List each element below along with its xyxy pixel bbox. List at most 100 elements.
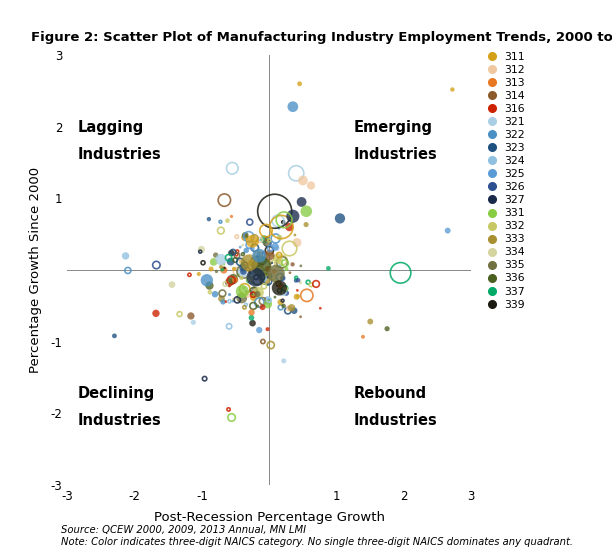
Point — [252, 255, 261, 263]
Point — [223, 216, 233, 225]
Point — [255, 298, 264, 307]
Point — [275, 273, 285, 282]
Point — [239, 267, 248, 276]
Point — [315, 304, 325, 312]
Point — [254, 265, 264, 274]
Point — [257, 273, 267, 282]
Point — [255, 251, 264, 260]
Point — [256, 260, 266, 269]
Point — [186, 311, 196, 320]
Point — [264, 236, 274, 245]
Point — [271, 269, 281, 278]
Point — [306, 181, 316, 190]
Point — [365, 317, 375, 326]
Point — [239, 249, 249, 257]
Point — [261, 226, 271, 235]
Point — [292, 238, 302, 247]
Point — [293, 292, 303, 301]
Point — [209, 257, 218, 266]
Point — [259, 295, 269, 304]
Text: Source: QCEW 2000, 2009, 2013 Annual, MN LMI: Source: QCEW 2000, 2009, 2013 Annual, MN… — [61, 525, 307, 536]
Point — [275, 286, 285, 295]
Point — [258, 337, 268, 346]
Point — [225, 290, 234, 299]
Point — [167, 280, 177, 289]
Point — [267, 258, 277, 267]
Point — [256, 255, 266, 263]
Point — [266, 341, 275, 349]
Point — [277, 256, 287, 264]
Point — [253, 290, 263, 299]
Point — [293, 276, 303, 284]
Point — [335, 214, 345, 223]
Point — [223, 405, 233, 414]
Point — [249, 284, 259, 293]
Point — [266, 244, 275, 253]
Point — [288, 212, 298, 221]
Point — [220, 263, 230, 272]
Point — [263, 272, 273, 281]
Point — [219, 266, 229, 274]
Point — [210, 290, 220, 299]
Point — [275, 282, 285, 291]
Point — [236, 256, 245, 265]
Point — [306, 280, 316, 289]
Point — [211, 251, 220, 260]
Point — [246, 259, 256, 268]
Point — [253, 236, 263, 245]
Point — [262, 234, 272, 243]
Point — [260, 274, 270, 283]
Point — [382, 325, 392, 333]
Point — [278, 274, 288, 283]
Text: Figure 2: Scatter Plot of Manufacturing Industry Employment Trends, 2000 to 2013: Figure 2: Scatter Plot of Manufacturing … — [31, 31, 612, 44]
Point — [218, 298, 228, 306]
Point — [257, 256, 267, 265]
Text: Industries: Industries — [78, 413, 161, 428]
Point — [233, 295, 242, 304]
Point — [250, 287, 259, 295]
Point — [253, 301, 263, 310]
Point — [255, 260, 265, 269]
Point — [241, 231, 250, 240]
Point — [239, 267, 248, 276]
Point — [275, 284, 285, 293]
Point — [224, 322, 234, 331]
Point — [232, 232, 242, 241]
Point — [241, 300, 251, 309]
Point — [248, 237, 258, 246]
Point — [204, 215, 214, 224]
Point — [250, 258, 260, 267]
Y-axis label: Percentage Growth Since 2000: Percentage Growth Since 2000 — [29, 167, 42, 373]
Point — [447, 85, 457, 94]
Point — [261, 261, 271, 270]
Point — [244, 258, 254, 267]
Point — [264, 265, 274, 274]
Point — [263, 300, 273, 309]
Point — [231, 256, 241, 264]
Point — [291, 169, 301, 177]
Point — [297, 198, 307, 207]
Point — [279, 356, 289, 365]
Point — [395, 268, 405, 277]
Point — [225, 297, 234, 306]
Point — [278, 296, 288, 305]
Point — [200, 374, 209, 383]
Point — [250, 234, 259, 242]
Point — [230, 264, 239, 273]
Point — [258, 303, 267, 312]
Point — [231, 250, 241, 259]
Point — [248, 293, 258, 302]
Point — [249, 286, 259, 295]
Point — [215, 217, 225, 226]
Point — [264, 246, 274, 255]
Point — [296, 262, 306, 271]
Point — [443, 226, 453, 235]
Point — [278, 301, 288, 310]
Point — [226, 413, 236, 422]
Text: Declining: Declining — [78, 386, 155, 401]
Text: Note: Color indicates three-digit NAICS category. No single three-digit NAICS do: Note: Color indicates three-digit NAICS … — [61, 537, 573, 548]
Point — [273, 259, 283, 268]
Point — [236, 273, 246, 282]
Point — [237, 268, 247, 277]
Point — [247, 308, 256, 317]
